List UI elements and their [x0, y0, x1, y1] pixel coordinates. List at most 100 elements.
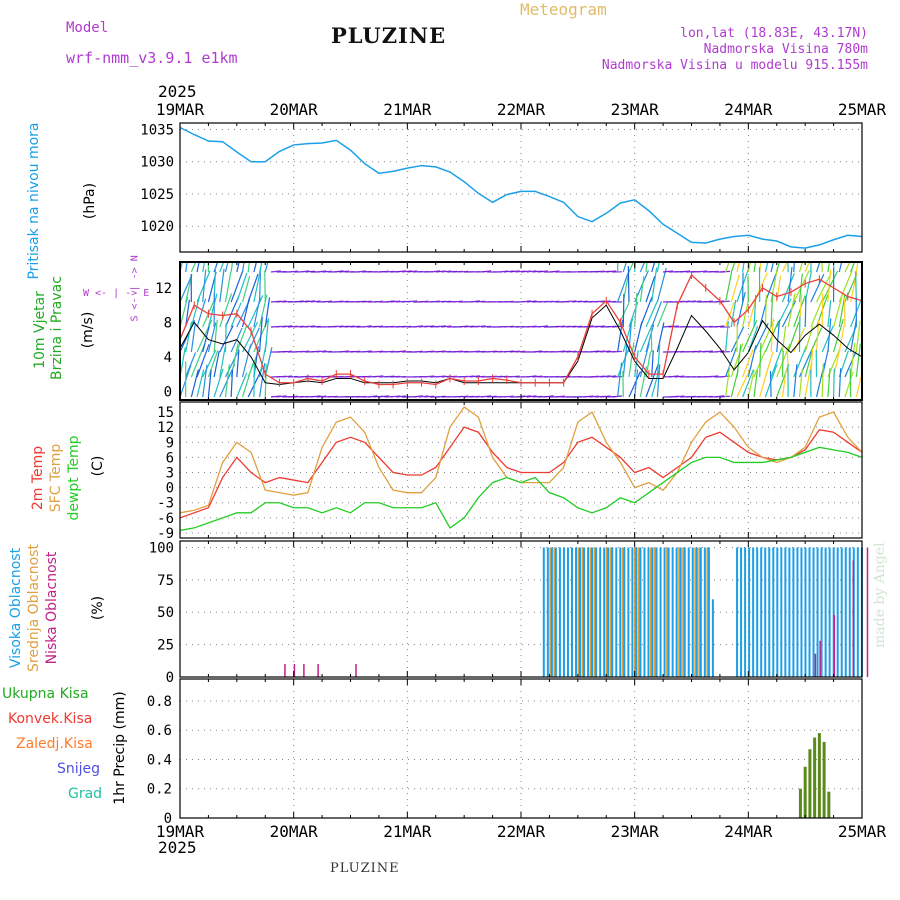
elevation-label: Nadmorska Visina 780m — [703, 42, 868, 57]
wind-arrow — [736, 292, 746, 328]
wind-arrow — [435, 350, 446, 353]
tick-label: 1030 — [140, 155, 174, 171]
cloud-high-bar — [663, 547, 666, 677]
cloud-mid-bar — [678, 547, 681, 677]
tick-label: 15 — [157, 405, 174, 421]
cloud-high-bar — [695, 547, 698, 677]
wind-arrow — [725, 271, 733, 303]
wind-arrow — [855, 262, 859, 273]
cloud-high-bar — [591, 547, 594, 677]
wind-arrow — [475, 325, 486, 328]
wind-arrow — [224, 364, 230, 398]
wind-arrow — [804, 351, 813, 378]
wind-arrow — [702, 350, 713, 353]
cloud-high-bar — [542, 547, 545, 677]
cloud-high-bar — [631, 547, 634, 677]
wind-arrow — [543, 395, 554, 398]
wind-arrow — [600, 395, 611, 398]
wind-arrow — [850, 342, 856, 378]
wind-arrow — [520, 395, 532, 398]
wind-arrow — [202, 364, 208, 398]
wind-arrow — [196, 270, 211, 303]
wind-arrow — [645, 363, 659, 398]
cloud-high-bar — [603, 547, 606, 677]
cloud-high-bar — [562, 547, 565, 677]
wind-arrow — [230, 262, 234, 273]
wind-arrow — [282, 375, 293, 378]
wind-arrow — [373, 300, 384, 303]
cloud-high-bar — [655, 547, 658, 677]
cloud-high-bar — [744, 547, 747, 677]
wind-arrow — [395, 350, 406, 353]
wind-arrow — [304, 270, 316, 273]
day-label-bottom: 24MAR — [724, 822, 773, 841]
wind-arrow — [730, 299, 737, 328]
wind-arrow — [418, 395, 429, 398]
wind-arrow — [469, 300, 480, 303]
wind-arrow — [310, 300, 321, 303]
wind-arrow — [855, 271, 857, 303]
wind-arrow — [611, 350, 622, 353]
wind-arrow — [412, 350, 424, 353]
cloud-high-bar — [707, 547, 710, 677]
temp-sfc-line — [179, 406, 863, 514]
cloud-mid-bar — [553, 547, 556, 677]
wind-arrow — [253, 267, 262, 303]
cloud-high-bar — [607, 547, 610, 677]
cloud-mid-bar — [609, 547, 612, 677]
cloud-high-bar — [667, 547, 670, 677]
cloud-high-bar — [683, 547, 686, 677]
wind-arrow — [759, 262, 762, 273]
cloud-high-bar — [611, 547, 614, 677]
wind-arrow — [207, 350, 219, 378]
precip-bar — [813, 737, 817, 818]
wind-arrow — [719, 395, 730, 398]
wind-arrow — [333, 270, 344, 273]
wind-arrow — [815, 320, 820, 353]
wind-arrow — [185, 262, 188, 273]
wind-arrow — [264, 262, 269, 273]
wind-arrow — [827, 318, 832, 353]
wind-arrow — [339, 350, 350, 353]
cloud-mid-bar — [549, 547, 552, 677]
precip-bar — [817, 733, 821, 818]
wind-arrow — [725, 321, 729, 353]
wind-arrow — [691, 300, 702, 303]
day-label-top: 24MAR — [724, 100, 773, 119]
wind-arrow — [708, 375, 719, 378]
wind-arrow — [645, 301, 658, 328]
wind-arrow — [787, 267, 793, 303]
wind-arrow — [253, 364, 256, 398]
cloud-high-bar — [691, 547, 694, 677]
wind-arrow — [656, 364, 661, 398]
cloud-high-bar — [647, 547, 650, 677]
wind-arrow — [333, 325, 344, 328]
wind-arrow — [549, 300, 560, 303]
tick-label: 9 — [166, 435, 174, 451]
wind-arrow — [844, 262, 851, 273]
wind-arrow — [793, 295, 806, 328]
wind-arrow — [833, 296, 843, 328]
wind-arrow — [781, 350, 784, 378]
wind-arrow — [566, 300, 577, 303]
wind-arrow — [606, 270, 617, 273]
cloud-high-bar — [848, 547, 851, 677]
tick-label: 0 — [166, 670, 174, 686]
tick-label: 0.2 — [147, 782, 172, 798]
wind-arrow — [753, 295, 757, 328]
wind-arrow — [258, 262, 263, 273]
wind-arrow — [656, 267, 667, 303]
tick-label: 1025 — [140, 187, 174, 203]
wind-arrow — [503, 395, 514, 398]
wind-arrow — [634, 369, 639, 398]
wind-arrow — [429, 270, 441, 273]
wind-arrow — [742, 299, 750, 328]
wind-arrow — [611, 325, 622, 328]
wind-arrow — [560, 375, 571, 378]
wind-arrow — [787, 293, 796, 328]
cloud-high-bar — [772, 547, 775, 677]
wind-arrow — [464, 325, 475, 328]
cloud-high-bar — [800, 547, 803, 677]
wind-arrow — [526, 395, 537, 398]
wind-arrow — [742, 262, 745, 273]
